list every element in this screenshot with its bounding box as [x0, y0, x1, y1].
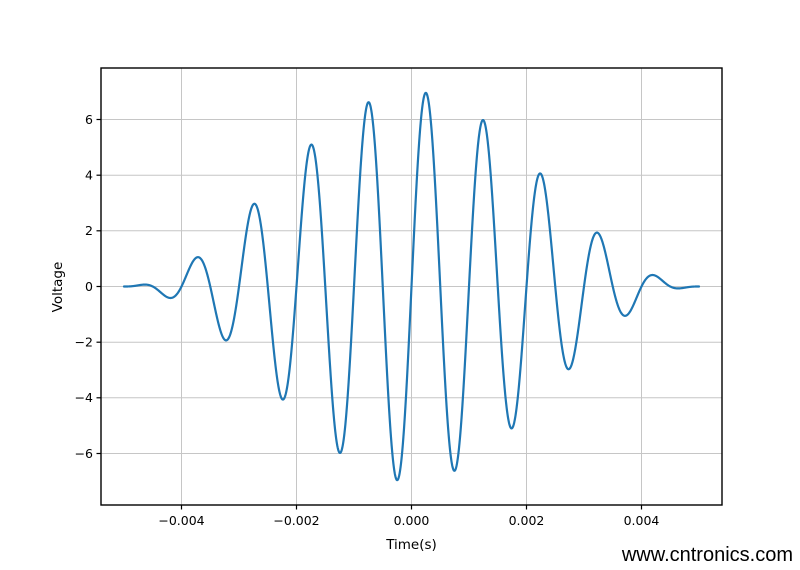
y-tick-label: 4 [85, 168, 93, 183]
y-tick-label: 6 [85, 112, 93, 127]
x-tick-label: 0.004 [624, 513, 660, 528]
y-tick-label: −6 [75, 446, 93, 461]
x-tick-label: 0.002 [509, 513, 545, 528]
x-tick-label: −0.004 [158, 513, 204, 528]
x-axis-label: Time(s) [385, 537, 437, 553]
y-tick-label: 2 [85, 223, 93, 238]
watermark-text: www.cntronics.com [621, 544, 793, 566]
wave-layer [122, 91, 701, 482]
y-tick-label: −4 [75, 390, 93, 405]
tick-layer: −0.004 −0.002 0.000 0.002 0.004 −6 −4 −2 0 2 4 6 [75, 112, 660, 528]
y-axis-label: Voltage [50, 262, 66, 313]
y-tick-label: −2 [75, 335, 93, 350]
x-tick-label: 0.000 [394, 513, 430, 528]
waveform-line [122, 91, 701, 482]
x-tick-label: −0.002 [273, 513, 319, 528]
y-tick-label: 0 [85, 279, 93, 294]
